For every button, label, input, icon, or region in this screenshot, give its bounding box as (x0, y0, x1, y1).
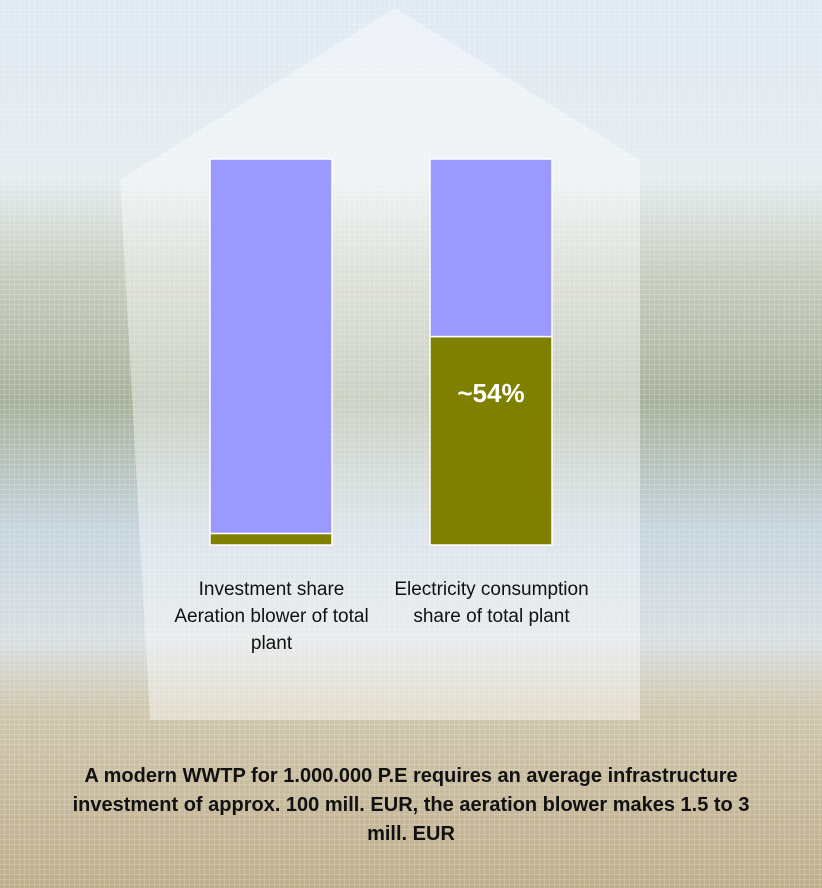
category-label: Electricity consumption share of total p… (394, 579, 589, 627)
bar-segment (429, 158, 553, 338)
value-label: ~54% (457, 378, 524, 408)
bar-segment (209, 532, 333, 546)
category-label: Investment share Aeration blower of tota… (174, 579, 369, 654)
caption: A modern WWTP for 1.000.000 P.E requires… (72, 765, 750, 845)
bar-segment (209, 158, 333, 535)
bar-segment (429, 335, 553, 546)
